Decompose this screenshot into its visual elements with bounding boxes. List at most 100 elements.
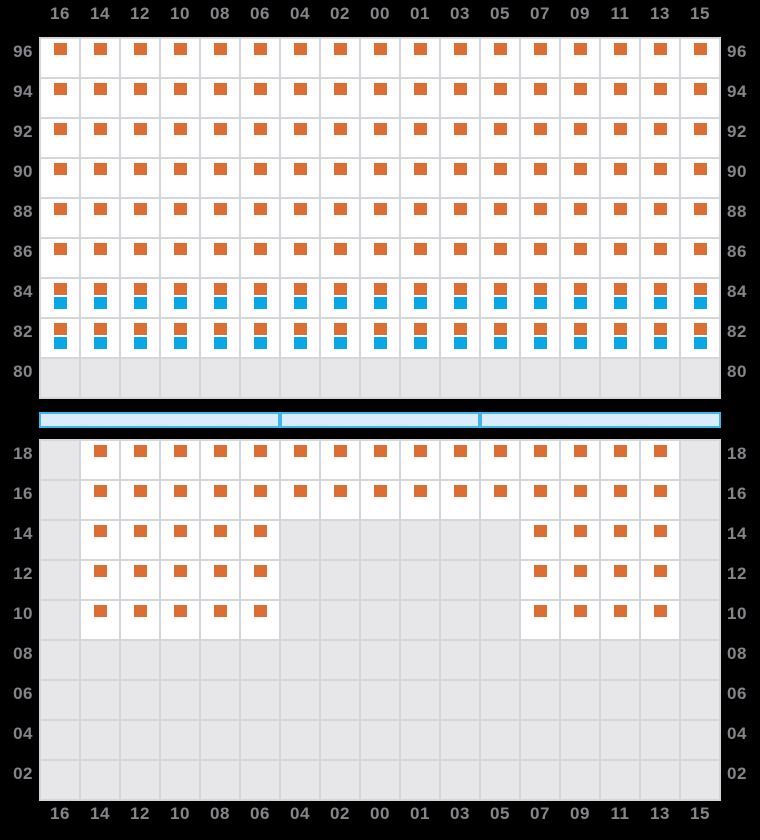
container-slot[interactable] [41,239,79,277]
container-slot[interactable] [201,39,239,77]
container-slot[interactable] [161,319,199,357]
container-slot[interactable] [441,279,479,317]
container-slot[interactable] [601,39,639,77]
container-slot[interactable] [441,159,479,197]
container-slot[interactable] [81,199,119,237]
container-slot[interactable] [361,159,399,197]
container-slot[interactable] [601,279,639,317]
container-slot[interactable] [401,199,439,237]
container-slot[interactable] [521,159,559,197]
container-slot[interactable] [601,319,639,357]
container-slot[interactable] [161,119,199,157]
container-slot[interactable] [521,39,559,77]
container-slot[interactable] [361,119,399,157]
container-slot[interactable] [81,279,119,317]
container-slot[interactable] [281,79,319,117]
container-slot[interactable] [321,199,359,237]
container-slot[interactable] [601,521,639,559]
container-slot[interactable] [281,39,319,77]
container-slot[interactable] [81,561,119,599]
container-slot[interactable] [201,481,239,519]
container-slot[interactable] [401,39,439,77]
container-slot[interactable] [681,199,719,237]
container-slot[interactable] [601,441,639,479]
container-slot[interactable] [201,199,239,237]
container-slot[interactable] [441,239,479,277]
container-slot[interactable] [161,79,199,117]
container-slot[interactable] [281,159,319,197]
container-slot[interactable] [81,79,119,117]
container-slot[interactable] [361,199,399,237]
container-slot[interactable] [361,39,399,77]
container-slot[interactable] [321,441,359,479]
container-slot[interactable] [601,199,639,237]
container-slot[interactable] [121,119,159,157]
container-slot[interactable] [521,119,559,157]
container-slot[interactable] [121,79,159,117]
container-slot[interactable] [641,561,679,599]
container-slot[interactable] [441,39,479,77]
container-slot[interactable] [321,119,359,157]
container-slot[interactable] [481,319,519,357]
container-slot[interactable] [561,39,599,77]
container-slot[interactable] [681,79,719,117]
container-slot[interactable] [481,119,519,157]
container-slot[interactable] [41,159,79,197]
container-slot[interactable] [641,279,679,317]
container-slot[interactable] [601,601,639,639]
container-slot[interactable] [81,39,119,77]
container-slot[interactable] [241,159,279,197]
container-slot[interactable] [41,119,79,157]
container-slot[interactable] [521,199,559,237]
container-slot[interactable] [601,239,639,277]
container-slot[interactable] [161,39,199,77]
container-slot[interactable] [361,279,399,317]
container-slot[interactable] [281,279,319,317]
container-slot[interactable] [161,561,199,599]
container-slot[interactable] [161,521,199,559]
container-slot[interactable] [681,279,719,317]
container-slot[interactable] [481,239,519,277]
container-slot[interactable] [681,119,719,157]
container-slot[interactable] [561,279,599,317]
container-slot[interactable] [281,119,319,157]
container-slot[interactable] [641,79,679,117]
container-slot[interactable] [41,199,79,237]
container-slot[interactable] [241,319,279,357]
container-slot[interactable] [561,319,599,357]
container-slot[interactable] [401,159,439,197]
container-slot[interactable] [441,481,479,519]
container-slot[interactable] [41,39,79,77]
container-slot[interactable] [161,279,199,317]
container-slot[interactable] [201,279,239,317]
container-slot[interactable] [81,159,119,197]
container-slot[interactable] [281,481,319,519]
container-slot[interactable] [201,441,239,479]
container-slot[interactable] [321,481,359,519]
container-slot[interactable] [81,119,119,157]
container-slot[interactable] [641,481,679,519]
container-slot[interactable] [481,79,519,117]
container-slot[interactable] [321,79,359,117]
container-slot[interactable] [201,239,239,277]
container-slot[interactable] [241,79,279,117]
container-slot[interactable] [641,119,679,157]
container-slot[interactable] [161,199,199,237]
container-slot[interactable] [241,279,279,317]
container-slot[interactable] [121,521,159,559]
container-slot[interactable] [401,319,439,357]
container-slot[interactable] [561,199,599,237]
container-slot[interactable] [361,319,399,357]
container-slot[interactable] [121,199,159,237]
container-slot[interactable] [481,199,519,237]
container-slot[interactable] [361,239,399,277]
container-slot[interactable] [481,441,519,479]
container-slot[interactable] [561,159,599,197]
container-slot[interactable] [321,39,359,77]
container-slot[interactable] [641,239,679,277]
container-slot[interactable] [241,441,279,479]
container-slot[interactable] [441,441,479,479]
container-slot[interactable] [641,521,679,559]
container-slot[interactable] [521,521,559,559]
container-slot[interactable] [81,441,119,479]
